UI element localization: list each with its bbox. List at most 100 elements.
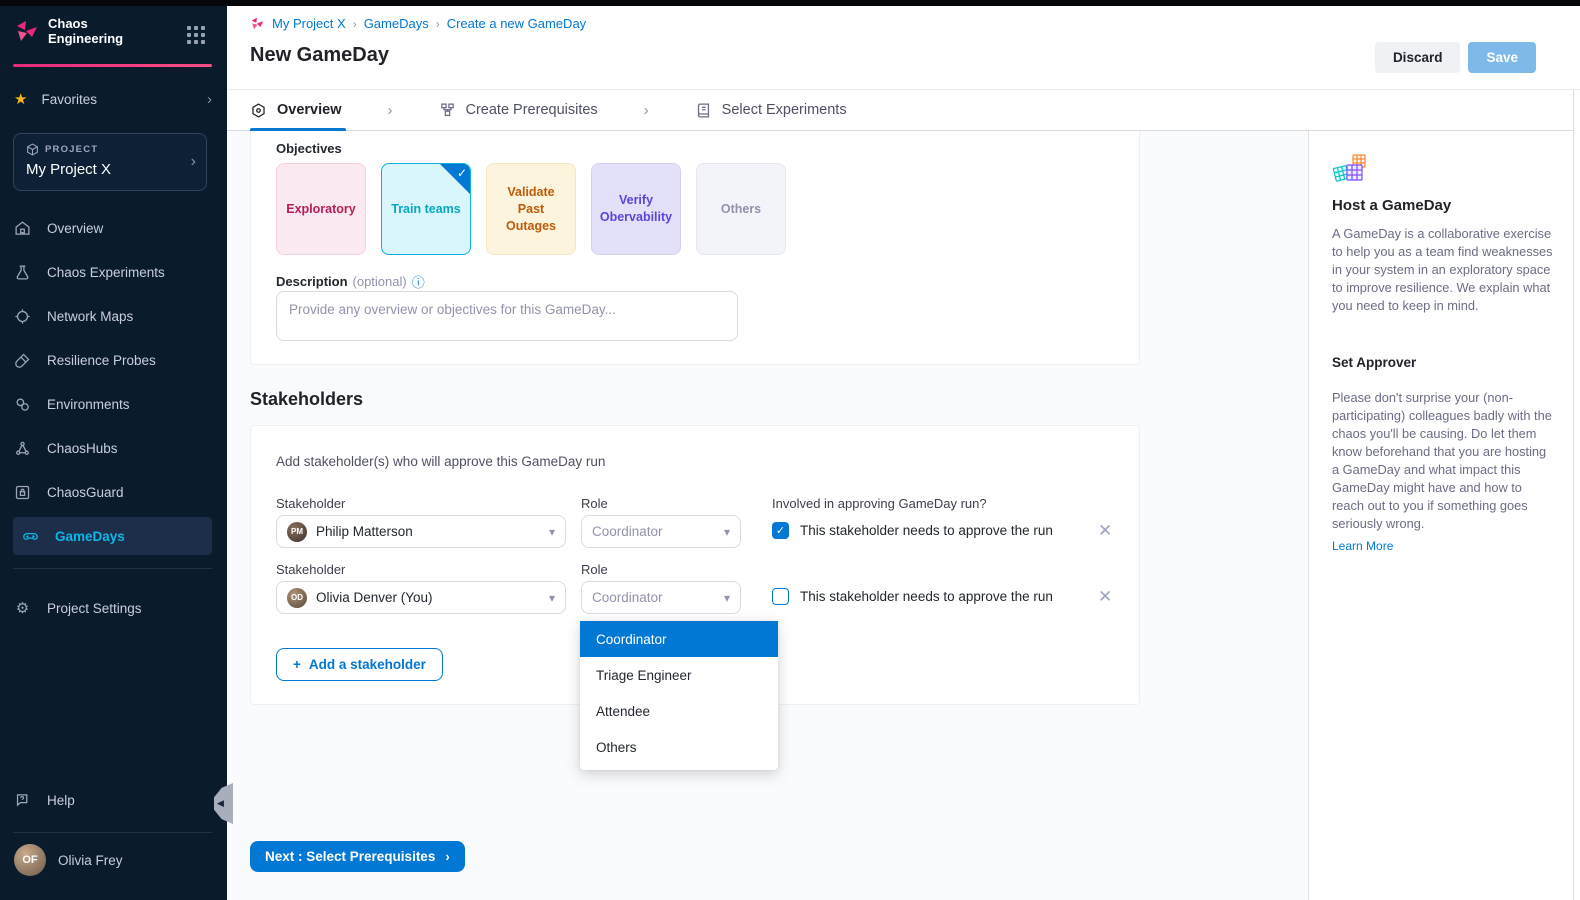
chevron-down-icon: ▾ (548, 590, 555, 605)
stakeholder-select-1[interactable]: PM Philip Matterson ▾ (276, 515, 566, 548)
active-tab-underline (250, 128, 346, 131)
sidebar-item-overview[interactable]: Overview (0, 206, 227, 250)
chevron-right-icon: › (387, 101, 393, 119)
sidebar-help-section: Help (0, 778, 227, 822)
nav-label: Overview (47, 220, 104, 236)
sidebar-item-gamedays[interactable]: GameDays (13, 517, 212, 555)
help-chat-icon (16, 793, 28, 807)
description-optional-label: (optional) (352, 274, 407, 289)
role-option-triage-engineer[interactable]: Triage Engineer (596, 667, 692, 683)
project-selector[interactable]: PROJECT My Project X › (13, 133, 207, 191)
probe-icon (15, 353, 30, 368)
sidebar-item-environments[interactable]: Environments (0, 382, 227, 426)
stakeholder-name: Olivia Denver (You) (316, 590, 433, 605)
objective-label: Train teams (391, 201, 461, 216)
role-select-1[interactable]: Coordinator ▾ (581, 515, 741, 548)
remove-stakeholder-1-icon[interactable]: ✕ (1098, 521, 1113, 540)
sidebar-item-network-maps[interactable]: Network Maps (0, 294, 227, 338)
learn-more-link[interactable]: Learn More (1332, 539, 1394, 553)
role-option-others[interactable]: Others (596, 739, 637, 755)
next-select-prerequisites-button[interactable]: Next : Select Prerequisites › (250, 841, 465, 872)
chevron-down-icon: ▾ (548, 524, 555, 539)
apps-grid-icon[interactable] (187, 26, 205, 44)
role-select-2[interactable]: Coordinator ▾ (581, 581, 741, 614)
page-header: My Project X › GameDays › Create a new G… (227, 6, 1580, 90)
stakeholders-title: Stakeholders (250, 389, 364, 409)
remove-stakeholder-2-icon[interactable]: ✕ (1098, 587, 1113, 606)
stakeholders-card: Add stakeholder(s) who will approve this… (250, 425, 1140, 705)
sidebar-divider (13, 832, 212, 833)
sidebar-collapse-handle[interactable]: ◀ (214, 783, 233, 824)
plus-icon: + (293, 657, 301, 672)
project-name: My Project X (26, 161, 112, 178)
chevron-right-icon: › (190, 153, 196, 170)
help-panel-paragraph-1: A GameDay is a collaborative exercise to… (1332, 226, 1553, 313)
description-input[interactable] (276, 291, 738, 341)
approve-row-2: This stakeholder needs to approve the ru… (772, 588, 1053, 605)
hub-nodes-icon (16, 441, 29, 455)
chevron-down-icon: ▾ (723, 590, 730, 605)
scrollbar-gutter[interactable] (1573, 90, 1580, 900)
prerequisites-tab-icon (440, 102, 454, 116)
user-menu[interactable]: OF Olivia Frey (14, 844, 123, 876)
chevron-right-icon: › (643, 101, 649, 119)
role-column-label: Role (581, 562, 608, 577)
role-option-attendee[interactable]: Attendee (596, 703, 651, 719)
gear-icon: ⚙ (15, 599, 30, 617)
nav-label: Resilience Probes (47, 352, 156, 368)
environments-icon (16, 398, 29, 411)
discard-button[interactable]: Discard (1374, 42, 1461, 73)
approve-checkbox-1[interactable]: ✓ (772, 522, 789, 539)
breadcrumb-create[interactable]: Create a new GameDay (446, 16, 587, 31)
description-label: Description (276, 274, 348, 289)
nav-label: Environments (47, 396, 130, 412)
tab-create-prerequisites[interactable]: Create Prerequisites (439, 90, 598, 130)
sidebar-item-project-settings[interactable]: ⚙ Project Settings (0, 586, 227, 630)
approve-checkbox-2[interactable] (772, 588, 789, 605)
overview-card: Objectives Exploratory Train teams ✓ Val… (250, 131, 1140, 365)
project-label: PROJECT (45, 144, 99, 155)
nav-label: GameDays (55, 528, 125, 544)
role-option-coordinator[interactable]: Coordinator (580, 621, 778, 657)
selected-corner (440, 164, 470, 194)
sidebar-item-favorites[interactable]: ★ Favorites › (14, 90, 212, 109)
save-button[interactable]: Save (1468, 42, 1536, 73)
chaos-logo-icon (17, 21, 37, 41)
sidebar-settings-section: ⚙ Project Settings (0, 586, 227, 630)
tab-overview[interactable]: Overview (250, 90, 342, 130)
add-stakeholder-button[interactable]: + Add a stakeholder (276, 648, 443, 681)
stakeholder-avatar: OD (287, 587, 307, 608)
user-avatar: OF (14, 844, 46, 876)
objectives-label: Objectives (276, 141, 342, 156)
info-icon[interactable]: ⓘ (411, 275, 425, 290)
flask-icon (16, 264, 29, 280)
sidebar-item-chaoshubs[interactable]: ChaosHubs (0, 426, 227, 470)
objective-exploratory[interactable]: Exploratory (276, 163, 366, 255)
sidebar-item-help[interactable]: Help (0, 778, 227, 822)
breadcrumb-gamedays[interactable]: GameDays (363, 16, 429, 31)
breadcrumb: My Project X › GameDays › Create a new G… (250, 16, 586, 31)
objective-train-teams[interactable]: Train teams ✓ (381, 163, 471, 255)
favorites-label: Favorites (41, 91, 97, 107)
objective-others[interactable]: Others (696, 163, 786, 255)
role-value: Coordinator (592, 590, 663, 605)
nav-label: Help (47, 792, 75, 808)
nav-label: ChaosGuard (47, 484, 124, 500)
objective-verify-observability[interactable]: Verify Obervability (591, 163, 681, 255)
sidebar-item-chaosguard[interactable]: ChaosGuard (0, 470, 227, 514)
chevron-right-icon: › (445, 849, 450, 864)
page-title: New GameDay (250, 44, 389, 66)
stakeholder-select-2[interactable]: OD Olivia Denver (You) ▾ (276, 581, 566, 614)
sidebar-item-resilience-probes[interactable]: Resilience Probes (0, 338, 227, 382)
brand-line1: Chaos (48, 16, 88, 31)
sidebar-item-chaos-experiments[interactable]: Chaos Experiments (0, 250, 227, 294)
stakeholder-column-label: Stakeholder (276, 496, 346, 511)
gamepad-icon (23, 532, 38, 540)
nav-label: Network Maps (47, 308, 134, 324)
breadcrumb-project[interactable]: My Project X (272, 16, 346, 31)
overview-tab-icon (252, 102, 265, 118)
window-top-edge (0, 0, 1580, 6)
tab-select-experiments[interactable]: Select Experiments (695, 90, 847, 130)
objective-validate-past-outages[interactable]: Validate Past Outages (486, 163, 576, 255)
cube-icon (27, 143, 38, 156)
